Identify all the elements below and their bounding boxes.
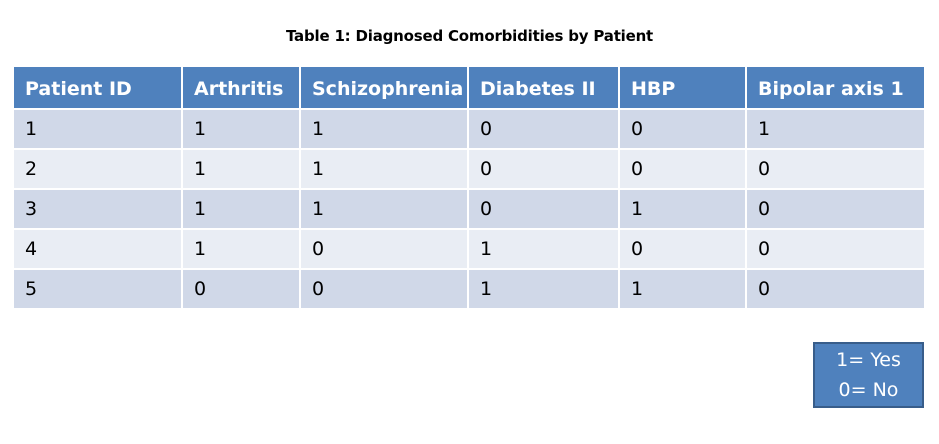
table-row: 4 1 0 1 0 0 [14, 229, 924, 270]
table-cell: 1 [300, 149, 469, 190]
table-cell: 3 [14, 189, 183, 230]
table-cell: 1 [746, 109, 924, 150]
table-cell: 0 [468, 149, 620, 190]
table-row: 1 1 1 0 0 1 [14, 109, 924, 150]
legend-yes-label: 1= Yes [836, 349, 901, 371]
table-cell: 0 [182, 269, 301, 310]
table-cell: 1 [619, 269, 747, 310]
table-cell: 0 [300, 229, 469, 270]
header-bipolar-axis-1: Bipolar axis 1 [746, 67, 924, 110]
header-patient-id: Patient ID [14, 67, 183, 110]
table-cell: 0 [619, 149, 747, 190]
table-cell: 1 [182, 149, 301, 190]
table-cell: 0 [468, 189, 620, 230]
table-header-row: Patient ID Arthritis Schizophrenia Diabe… [14, 67, 924, 110]
legend-box: 1= Yes 0= No [813, 342, 924, 408]
table-cell: 0 [468, 109, 620, 150]
table-cell: 1 [468, 229, 620, 270]
table-row: 3 1 1 0 1 0 [14, 189, 924, 230]
header-arthritis: Arthritis [182, 67, 301, 110]
table-cell: 0 [619, 109, 747, 150]
table-cell: 1 [14, 109, 183, 150]
table-cell: 0 [746, 149, 924, 190]
table-cell: 1 [182, 229, 301, 270]
table-cell: 0 [619, 229, 747, 270]
table-cell: 2 [14, 149, 183, 190]
table-cell: 5 [14, 269, 183, 310]
table-cell: 1 [300, 189, 469, 230]
table-cell: 1 [468, 269, 620, 310]
table-cell: 0 [746, 269, 924, 310]
table-cell: 0 [746, 189, 924, 230]
table-cell: 1 [182, 109, 301, 150]
header-schizophrenia: Schizophrenia [300, 67, 469, 110]
header-diabetes-ii: Diabetes II [468, 67, 620, 110]
legend-no-label: 0= No [838, 379, 899, 401]
table-cell: 0 [300, 269, 469, 310]
table-cell: 4 [14, 229, 183, 270]
table-cell: 1 [619, 189, 747, 230]
comorbidities-table: Patient ID Arthritis Schizophrenia Diabe… [14, 67, 924, 310]
table-row: 2 1 1 0 0 0 [14, 149, 924, 190]
table-row: 5 0 0 1 1 0 [14, 269, 924, 310]
header-hbp: HBP [619, 67, 747, 110]
table-title: Table 1: Diagnosed Comorbidities by Pati… [285, 27, 654, 45]
table-cell: 1 [300, 109, 469, 150]
table-cell: 0 [746, 229, 924, 270]
table-cell: 1 [182, 189, 301, 230]
